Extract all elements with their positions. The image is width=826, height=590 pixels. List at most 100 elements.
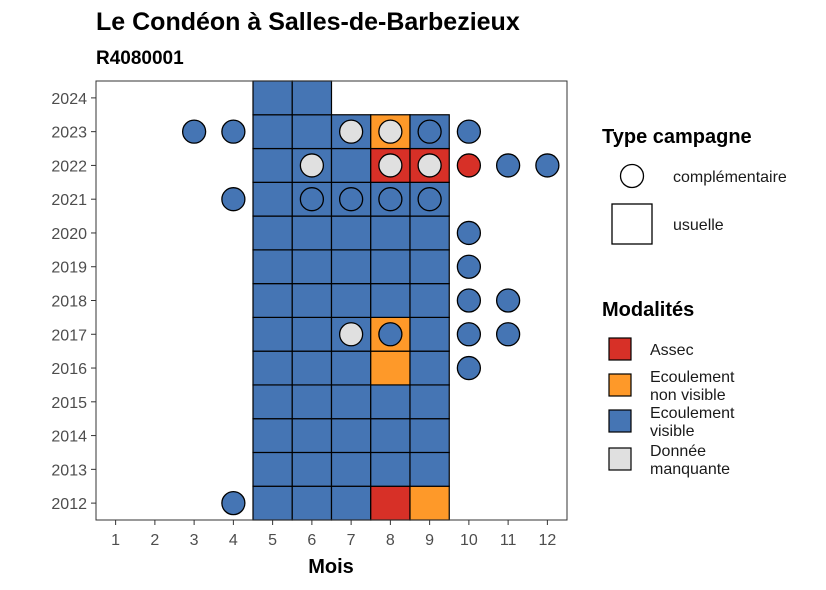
x-tick-label: 4: [229, 532, 238, 549]
point-2017-10: [456, 322, 482, 347]
tile-2019-9: [409, 249, 450, 285]
legend-label-ecoulement-non-visible: non visible: [650, 387, 726, 404]
tile-2018-5: [252, 283, 293, 318]
tile-2012-5: [252, 485, 293, 521]
x-tick-label: 10: [460, 532, 478, 549]
legend-square-key: [611, 203, 653, 245]
x-tick-label: 5: [268, 532, 277, 549]
y-axis: 2012 2013 2014 2015 2016 2017 2018 2019 2020 2021…: [51, 91, 96, 513]
x-tick-label: 8: [386, 532, 395, 549]
legend-label-donnee-manquante: manquante: [650, 461, 730, 478]
tile-2012-8: [370, 485, 411, 521]
x-tick-label: 9: [425, 532, 434, 549]
point-2021-6: [299, 187, 325, 212]
point-2017-8: [378, 322, 403, 347]
tile-2020-6: [291, 215, 333, 251]
x-tick-label: 2: [150, 532, 159, 549]
tile-2020-8: [370, 215, 411, 251]
tile-2019-6: [291, 249, 333, 285]
chart-title: Le Condéon à Salles-de-Barbezieux: [96, 8, 520, 36]
legend-circle-key: [619, 163, 645, 189]
tile-2016-5: [252, 350, 293, 386]
tile-2013-5: [252, 451, 293, 487]
tile-2018-9: [409, 283, 450, 318]
tile-2012-6: [291, 485, 333, 521]
tile-2013-7: [330, 451, 372, 487]
tile-2015-8: [370, 384, 411, 420]
tile-2015-9: [409, 384, 450, 420]
tile-2016-8: [370, 350, 411, 386]
legend-label-usuelle: usuelle: [673, 217, 724, 234]
legend-label-ecoulement-non-visible: Ecoulement: [650, 369, 735, 386]
x-tick-label: 7: [347, 532, 356, 549]
x-tick-label: 6: [307, 532, 316, 549]
tile-2013-6: [291, 451, 333, 487]
legend-label-donnee-manquante: Donnée: [650, 443, 706, 460]
y-tick-label: 2014: [51, 429, 87, 446]
tile-2014-7: [330, 418, 372, 454]
point-2019-10: [456, 254, 482, 279]
point-2022-9: [417, 153, 442, 178]
tile-2014-9: [409, 418, 450, 454]
tile-2020-9: [409, 215, 450, 251]
tile-2020-5: [252, 215, 293, 251]
tile-2012-9: [409, 485, 450, 521]
tile-2016-6: [291, 350, 333, 386]
tile-2015-5: [252, 384, 293, 420]
point-2018-10: [456, 288, 482, 313]
point-2018-11: [495, 288, 521, 313]
tile-2022-7: [330, 147, 372, 183]
x-axis: 1 2 3 4 5 6 7 8 9 10 11 12: [111, 520, 556, 549]
tile-2017-9: [409, 316, 450, 352]
tile-2019-5: [252, 249, 293, 285]
point-2023-9: [417, 119, 442, 144]
point-2023-8: [378, 119, 403, 144]
point-2017-11: [495, 322, 521, 347]
y-tick-label: 2024: [51, 91, 87, 108]
legend-label-ecoulement-visible: visible: [650, 423, 695, 440]
point-2022-6: [299, 153, 325, 178]
point-2016-10: [456, 355, 482, 381]
y-tick-label: 2022: [51, 158, 87, 175]
x-tick-label: 11: [500, 532, 517, 549]
legend-fill-title: Modalités: [602, 299, 694, 321]
y-tick-label: 2019: [51, 260, 87, 277]
chart-subtitle: R4080001: [96, 48, 184, 69]
x-tick-label: 1: [111, 532, 120, 549]
tile-2017-5: [252, 316, 293, 352]
legend: Type campagne Modalités complémentaire us…: [602, 126, 787, 478]
tile-2019-7: [330, 249, 372, 285]
legend-key-assec: [608, 337, 632, 361]
tile-2023-5: [252, 114, 293, 150]
legend-label-ecoulement-visible: Ecoulement: [650, 405, 735, 422]
tile-2015-7: [330, 384, 372, 420]
x-tick-label: 3: [190, 532, 199, 549]
y-tick-label: 2013: [51, 462, 87, 479]
point-2021-9: [417, 187, 442, 212]
tile-2012-7: [330, 485, 372, 521]
legend-label-assec: Assec: [650, 342, 694, 359]
point-2022-8: [378, 153, 403, 178]
tile-2016-7: [330, 350, 372, 386]
tile-2013-9: [409, 451, 450, 487]
legend-key-ecoulement-visible: [608, 409, 632, 433]
point-2020-10: [456, 220, 482, 246]
tile-2014-5: [252, 418, 293, 454]
y-tick-label: 2016: [51, 361, 87, 378]
tile-2017-6: [291, 316, 333, 352]
tile-2021-5: [252, 181, 293, 217]
tile-2019-8: [370, 249, 411, 285]
point-2023-7: [338, 119, 364, 144]
point-2023-3: [181, 119, 207, 144]
tile-2014-6: [291, 418, 333, 454]
y-tick-label: 2017: [51, 327, 87, 344]
point-2022-10: [456, 153, 482, 178]
point-2012-4: [221, 490, 246, 516]
legend-key-donnee-manquante: [608, 447, 632, 471]
tile-2014-8: [370, 418, 411, 454]
tile-2018-6: [291, 283, 333, 318]
tile-2024-6: [291, 80, 333, 116]
tile-2018-7: [330, 283, 372, 318]
point-2022-12: [535, 153, 560, 178]
